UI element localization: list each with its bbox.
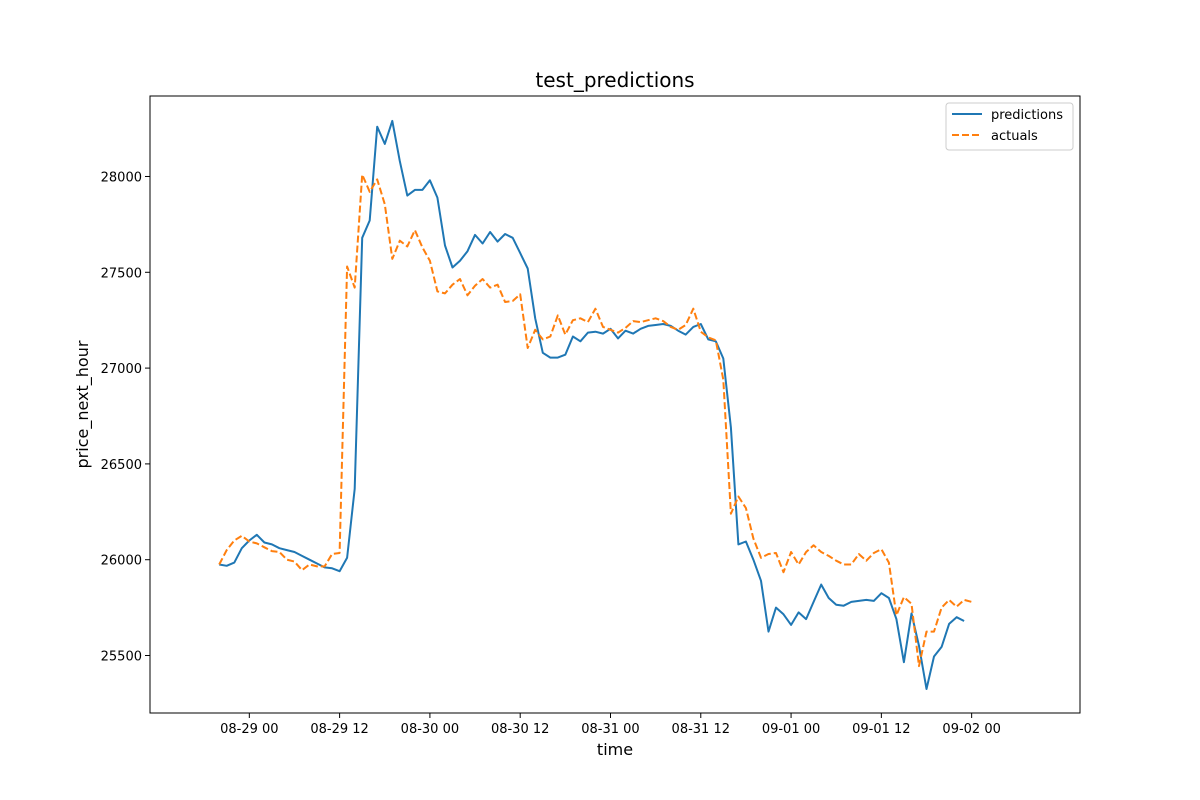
x-tick-label: 09-02 00 [942, 722, 1000, 737]
x-tick-label: 08-30 00 [401, 722, 459, 737]
y-tick-label: 27500 [101, 266, 142, 281]
legend: predictions actuals [945, 102, 1074, 151]
plot-frame [149, 95, 1081, 714]
x-tick-label: 08-29 12 [310, 722, 368, 737]
y-axis: 25500 26000 26500 27000 27500 28000 [101, 170, 150, 665]
x-axis: 08-29 00 08-29 12 08-30 00 08-30 12 08-31 00… [220, 713, 1001, 737]
series-layer [218, 119, 972, 690]
y-tick-label: 26000 [101, 554, 142, 569]
x-tick-label: 08-31 00 [581, 722, 639, 737]
y-axis-title: price_next_hour [73, 340, 93, 468]
x-tick-label: 08-31 12 [672, 722, 730, 737]
y-tick-label: 26500 [101, 458, 142, 473]
x-axis-title: time [597, 740, 633, 759]
legend-label-predictions: predictions [991, 108, 1063, 123]
y-tick-label: 27000 [101, 362, 142, 377]
series-line-actuals [218, 173, 972, 668]
series-line-predictions [219, 119, 965, 690]
x-tick-label: 08-29 00 [220, 722, 278, 737]
plot-area [149, 95, 1081, 714]
x-tick-label: 09-01 12 [852, 722, 910, 737]
y-tick-label: 28000 [101, 170, 142, 185]
x-tick-label: 08-30 12 [491, 722, 549, 737]
legend-label-actuals: actuals [991, 129, 1038, 144]
chart-title: test_predictions [535, 68, 694, 92]
x-tick-label: 09-01 00 [762, 722, 820, 737]
y-tick-label: 25500 [101, 650, 142, 665]
